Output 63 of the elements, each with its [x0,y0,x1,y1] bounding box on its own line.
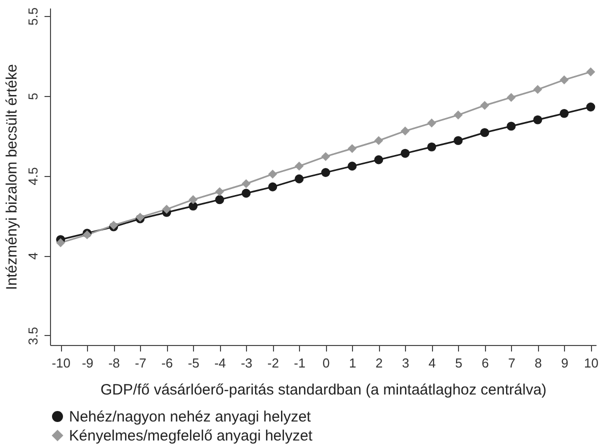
x-tick-label: -2 [267,356,279,370]
x-tick-label: 8 [534,356,542,370]
point [321,152,330,162]
point [506,92,516,102]
point [427,142,436,152]
point [162,204,172,214]
point [374,136,384,146]
point [586,67,596,76]
x-tick-label: -7 [134,356,146,370]
x-tick-label: 5 [455,356,462,370]
legend-label: Kényelmes/megfelelő anyagi helyzet [69,428,314,444]
point [374,155,384,164]
point [506,122,516,131]
point [321,168,330,177]
x-tick-label: -10 [52,356,70,370]
point [560,75,569,84]
point [560,108,569,118]
y-tick-label: 5 [26,92,40,100]
x-tick-label: 10 [584,356,598,370]
point [533,115,542,124]
y-axis-title: Intézményi bizalom becsült értéke [4,64,20,290]
point [242,179,251,188]
point [268,182,278,192]
point [427,118,436,128]
x-tick-label: -8 [108,356,120,370]
x-tick-label: -4 [214,356,226,370]
x-tick-label: -1 [294,356,306,370]
x-tick-label: -9 [82,356,94,370]
y-tick-label: 4 [26,252,40,260]
y-tick-label: 3.5 [26,326,40,345]
x-tick-label: -5 [188,356,200,370]
x-axis-title: GDP/fő vásárlóerő-paritás standardban (a mintaátlaghoz centrálva) [100,382,547,398]
point [188,195,198,204]
x-tick-label: 4 [428,356,436,370]
point [215,195,224,204]
point [454,136,463,146]
point [215,187,224,196]
x-tick-label: 2 [376,356,383,370]
point [268,170,278,179]
point [480,100,490,110]
legend-label: Nehéz/nagyon nehéz anyagi helyzet [69,408,312,426]
x-tick-label: -3 [240,356,252,370]
x-tick-label: 7 [508,356,516,370]
point [294,174,304,184]
x-tick-label: 3 [402,356,410,370]
x-tick-label: -6 [161,356,173,370]
y-tick-label: 5.5 [26,7,40,26]
point [400,126,410,136]
point [348,162,357,171]
point [586,102,596,112]
point [294,162,304,171]
point [533,84,542,94]
x-tick-label: 6 [482,356,489,370]
point [348,144,357,154]
point [56,238,66,248]
point [400,148,410,158]
point [454,110,463,120]
point [242,188,251,198]
x-tick-label: 0 [322,356,330,370]
x-tick-label: 1 [349,356,356,370]
x-tick-label: 9 [561,356,568,370]
y-tick-label: 4.5 [26,167,40,186]
point [480,128,490,138]
